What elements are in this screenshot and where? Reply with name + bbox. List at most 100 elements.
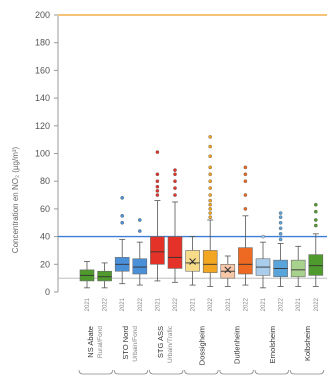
y-tick-label: 80 [40,176,50,186]
y-tick-label: 120 [35,121,50,131]
outlier-point [278,220,283,225]
top-band [58,14,327,16]
group-bracket [113,369,149,375]
group-bracket [184,369,219,375]
group-labels: NS Abate Rural/Fond STO Nord Urbain/Fond STG… [78,325,325,375]
outlier-point [313,223,318,228]
outlier-point [173,168,177,172]
outlier-point [155,189,160,193]
outlier-point [243,179,248,183]
outlier-point [208,186,212,190]
outlier-point [155,193,160,197]
group-bracket [78,369,113,375]
mean-marker [189,258,196,265]
x-tick-label: 2022 [138,297,144,311]
outlier-point [208,144,212,149]
y-tick-label: 100 [35,149,50,159]
y-tick-label: 140 [35,93,50,103]
outlier-point [137,229,142,233]
box [290,259,306,278]
group-bracket [289,369,325,375]
x-tick-label: 2021 [155,297,161,311]
outlier-point [208,179,212,183]
outlier-point [137,218,142,222]
y-tick-label: 20 [40,259,50,269]
outlier-point [208,165,212,170]
x-axis-labels: 2021 2022 2021 2022 2021 2022 2021 2022 2021 2022… [85,297,320,311]
box [202,250,218,273]
boxes [79,135,324,289]
site-type-label: Urbain/Trafic [167,325,174,363]
outlier-point [313,202,318,207]
outlier-point [155,179,160,183]
y-tick-label: 60 [40,204,50,214]
outlier-point [313,209,318,214]
box [238,247,253,275]
outlier-point [208,211,212,215]
group-bracket [219,369,254,375]
mean-marker [224,266,232,274]
outlier-point [173,172,177,177]
x-tick-label: 2021 [226,297,232,311]
y-axis-label: Concentration en NO₂ (µg/m³) [11,146,20,253]
outlier-point [278,215,283,220]
outlier-point [208,135,212,139]
outlier-point [173,186,177,190]
outlier-point [243,207,248,211]
site-name-label: STO Nord [121,326,130,360]
x-tick-label: 2022 [243,297,249,311]
outlier-point [173,179,177,183]
box [132,258,148,275]
outlier-point [155,184,160,189]
box [150,236,165,265]
x-tick-label: 2021 [191,297,197,311]
site-name-label: NS Abate [86,326,95,358]
x-tick-label: 2022 [279,297,285,311]
outlier-point [208,172,212,177]
site-type-label: Rural/Fond [97,326,104,359]
x-tick-label: 2021 [261,297,267,311]
site-name-label: Kolbsheim [303,326,312,361]
outlier-point [278,226,283,231]
outlier-point [208,198,212,203]
x-tick-label: 2022 [314,297,320,311]
outlier-point [120,196,124,200]
outlier-point [173,193,177,197]
y-tick-label: 0 [45,287,50,297]
group-bracket [254,369,289,375]
x-tick-label: 2021 [120,297,126,311]
outlier-point [208,154,212,159]
box [308,254,324,276]
outlier-point [120,214,124,218]
y-tick-label: 180 [35,38,50,48]
outlier-point [278,237,283,242]
box [97,270,112,282]
outlier-point [208,207,212,211]
outlier-point [120,220,124,225]
outlier-point [243,193,248,197]
outlier-point [208,202,212,207]
x-tick-label: 2022 [103,297,109,311]
y-tick-label: 200 [35,10,50,20]
x-tick-label: 2021 [85,297,91,311]
x-tick-label: 2021 [296,297,302,311]
outlier-point [243,172,248,177]
x-tick-label: 2022 [173,297,179,311]
x-tick-label: 2022 [208,297,214,311]
outlier-point [261,234,265,239]
outlier-point [155,172,160,177]
outlier-point [243,165,248,170]
y-tick-label: 40 [40,232,50,242]
site-type-label: Urbain/Fond [132,326,139,362]
outlier-point [208,193,212,197]
y-axis-ticks: 0 20 40 60 80 100 120 140 160 180 200 [35,10,58,297]
box [167,236,183,269]
site-name-label: Dossigheim [197,326,206,365]
outlier-point [278,211,283,215]
outlier-point [155,150,160,154]
outlier-point [278,232,283,236]
outlier-point [313,218,318,222]
y-tick-label: 160 [35,65,50,75]
site-name-label: STG ASS [156,326,165,358]
